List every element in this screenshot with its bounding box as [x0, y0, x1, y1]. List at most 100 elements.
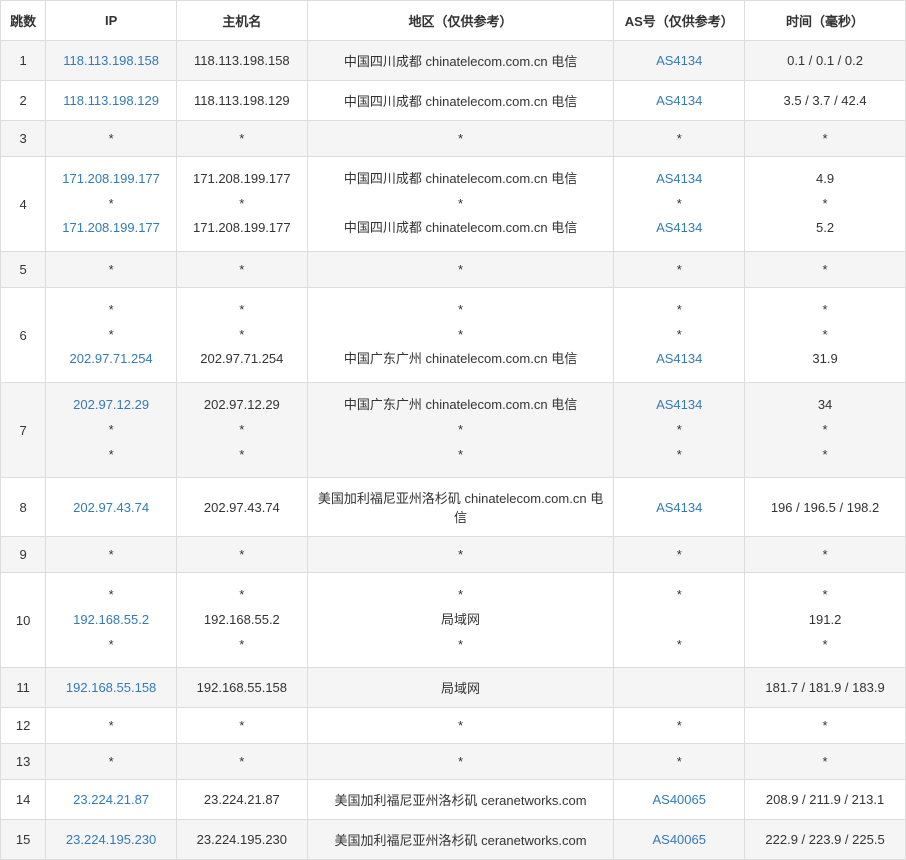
table-row: 1523.224.195.23023.224.195.230美国加利福尼亚州洛杉…: [1, 820, 906, 860]
cell-as: **: [614, 573, 745, 668]
host-value: *: [239, 302, 244, 317]
ip-value[interactable]: 23.224.21.87: [73, 792, 149, 807]
cell-as: **AS4134: [614, 288, 745, 383]
host-value: *: [239, 262, 244, 277]
cell-ip: *: [46, 744, 177, 780]
host-value: 192.168.55.158: [197, 680, 287, 695]
as-value[interactable]: AS4134: [656, 220, 702, 235]
cell-time: *: [745, 708, 906, 744]
cell-region: 美国加利福尼亚州洛杉矶 ceranetworks.com: [307, 820, 614, 860]
ip-value[interactable]: 171.208.199.177: [62, 220, 160, 235]
cell-ip: *: [46, 708, 177, 744]
as-value[interactable]: AS4134: [656, 397, 702, 412]
cell-ip: 202.97.43.74: [46, 478, 177, 537]
as-value[interactable]: AS40065: [652, 792, 706, 807]
cell-time: **31.9: [745, 288, 906, 383]
cell-time: *: [745, 744, 906, 780]
cell-time: *: [745, 121, 906, 157]
ip-value[interactable]: 118.113.198.129: [63, 93, 159, 108]
as-value[interactable]: AS4134: [656, 53, 702, 68]
time-value: 181.7 / 181.9 / 183.9: [765, 680, 884, 695]
time-value: 196 / 196.5 / 198.2: [771, 500, 879, 515]
ip-value[interactable]: 23.224.195.230: [66, 832, 156, 847]
cell-ip: *: [46, 121, 177, 157]
cell-host: 118.113.198.158: [176, 41, 307, 81]
as-value[interactable]: AS4134: [656, 93, 702, 108]
region-value: *: [458, 447, 463, 462]
region-value: *: [458, 587, 463, 602]
cell-as: AS4134: [614, 41, 745, 81]
as-value: *: [677, 302, 682, 317]
cell-region: 美国加利福尼亚州洛杉矶 ceranetworks.com: [307, 780, 614, 820]
ip-value[interactable]: 171.208.199.177: [62, 171, 160, 186]
time-value: *: [823, 302, 828, 317]
region-value: 中国四川成都 chinatelecom.com.cn 电信: [344, 54, 577, 69]
cell-as: [614, 668, 745, 708]
table-row: 1423.224.21.8723.224.21.87美国加利福尼亚州洛杉矶 ce…: [1, 780, 906, 820]
as-value[interactable]: AS4134: [656, 500, 702, 515]
cell-host: *: [176, 121, 307, 157]
ip-value[interactable]: 118.113.198.158: [63, 53, 159, 68]
host-value: 202.97.12.29: [204, 397, 280, 412]
region-value: *: [458, 637, 463, 652]
ip-value: *: [109, 547, 114, 562]
cell-region: *: [307, 252, 614, 288]
time-value: *: [823, 587, 828, 602]
table-row: 2118.113.198.129118.113.198.129中国四川成都 ch…: [1, 81, 906, 121]
time-value: 3.5 / 3.7 / 42.4: [783, 93, 866, 108]
col-host-header: 主机名: [176, 1, 307, 41]
as-value: *: [677, 637, 682, 652]
table-row: 12*****: [1, 708, 906, 744]
host-value: 202.97.43.74: [204, 500, 280, 515]
cell-region: * 局域网 *: [307, 573, 614, 668]
region-value: *: [458, 547, 463, 562]
cell-as: *: [614, 708, 745, 744]
ip-value: *: [109, 637, 114, 652]
cell-ip: **202.97.71.254: [46, 288, 177, 383]
region-value: *: [458, 718, 463, 733]
cell-region: *: [307, 744, 614, 780]
cell-as: *: [614, 744, 745, 780]
cell-ip: 171.208.199.177*171.208.199.177: [46, 157, 177, 252]
as-value: *: [677, 447, 682, 462]
as-value: *: [677, 422, 682, 437]
region-value: 局域网: [441, 612, 480, 627]
region-value: *: [458, 754, 463, 769]
cell-time: 208.9 / 211.9 / 213.1: [745, 780, 906, 820]
cell-host: **202.97.71.254: [176, 288, 307, 383]
col-time-header: 时间（毫秒）: [745, 1, 906, 41]
cell-region: *: [307, 708, 614, 744]
ip-value[interactable]: 202.97.12.29: [73, 397, 149, 412]
ip-value[interactable]: 202.97.43.74: [73, 500, 149, 515]
cell-hop: 2: [1, 81, 46, 121]
ip-value: *: [109, 587, 114, 602]
ip-value[interactable]: 202.97.71.254: [70, 351, 153, 366]
ip-value: *: [109, 422, 114, 437]
cell-as: AS4134 * *: [614, 383, 745, 478]
host-value: *: [239, 718, 244, 733]
table-row: 11192.168.55.158192.168.55.158局域网181.7 /…: [1, 668, 906, 708]
host-value: *: [239, 754, 244, 769]
host-value: *: [239, 422, 244, 437]
region-value: 中国广东广州 chinatelecom.com.cn 电信: [344, 397, 577, 412]
cell-ip: 118.113.198.129: [46, 81, 177, 121]
time-value: *: [823, 547, 828, 562]
ip-value[interactable]: 192.168.55.2: [73, 612, 149, 627]
time-value: 208.9 / 211.9 / 213.1: [766, 792, 884, 807]
col-as-header: AS号（仅供参考）: [614, 1, 745, 41]
host-value: *: [239, 447, 244, 462]
as-value: *: [677, 196, 682, 211]
ip-value: *: [109, 327, 114, 342]
region-value: *: [458, 131, 463, 146]
as-value[interactable]: AS4134: [656, 351, 702, 366]
as-value[interactable]: AS40065: [652, 832, 706, 847]
cell-as: AS4134: [614, 81, 745, 121]
cell-host: 23.224.21.87: [176, 780, 307, 820]
as-value[interactable]: AS4134: [656, 171, 702, 186]
ip-value: *: [109, 262, 114, 277]
table-row: 9*****: [1, 537, 906, 573]
ip-value[interactable]: 192.168.55.158: [66, 680, 156, 695]
host-value: 171.208.199.177: [193, 220, 291, 235]
cell-hop: 10: [1, 573, 46, 668]
region-value: *: [458, 327, 463, 342]
